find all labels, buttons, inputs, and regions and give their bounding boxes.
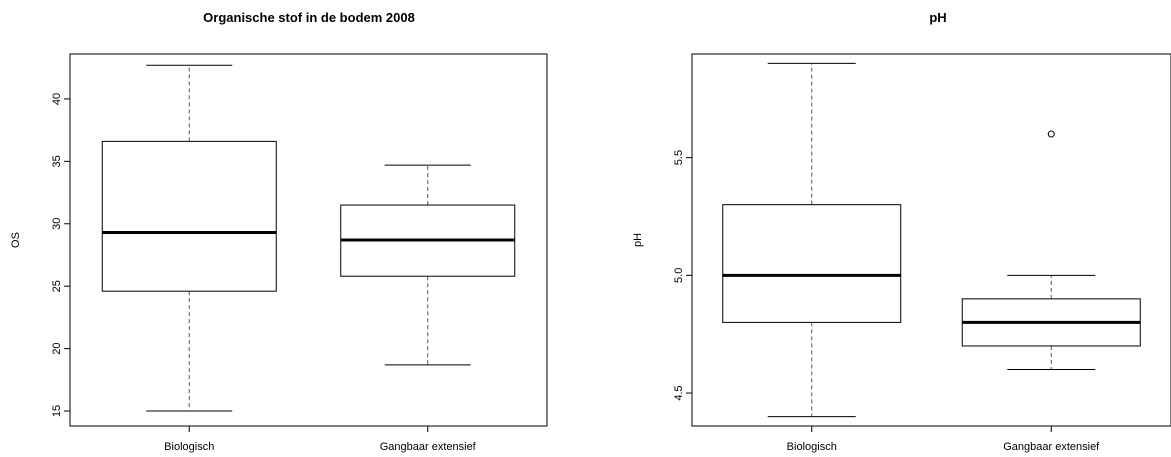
chart-title: pH <box>929 10 946 25</box>
x-tick-label: Biologisch <box>164 441 214 453</box>
y-tick-label: 35 <box>51 155 63 167</box>
y-tick-label: 15 <box>51 405 63 417</box>
y-tick-label: 4.5 <box>673 385 685 400</box>
box <box>722 204 902 323</box>
y-axis-label: pH <box>632 233 644 247</box>
x-tick-label: Biologisch <box>787 441 837 453</box>
plot-frame <box>69 53 548 427</box>
x-tick-label: Gangbaar extensief <box>1003 441 1100 453</box>
panel-ph: pH pH 4.5 5.0 5.5 Biologisch Gangbaar extens… <box>632 10 1171 453</box>
chart-title: Organische stof in de bodem 2008 <box>203 10 415 25</box>
outlier-point <box>1047 130 1055 138</box>
y-tick-label: 25 <box>51 280 63 292</box>
y-tick-label: 20 <box>51 342 63 354</box>
y-tick-label: 5.5 <box>673 150 685 165</box>
plot-frame <box>691 53 1171 427</box>
box <box>101 140 277 292</box>
y-tick-label: 40 <box>51 93 63 105</box>
x-tick-label: Gangbaar extensief <box>380 441 477 453</box>
y-axis-label: OS <box>10 232 22 248</box>
y-tick-label: 5.0 <box>673 268 685 283</box>
panel-organic-matter: Organische stof in de bodem 2008 OS 15 20… <box>10 10 548 453</box>
y-tick-label: 30 <box>51 218 63 230</box>
